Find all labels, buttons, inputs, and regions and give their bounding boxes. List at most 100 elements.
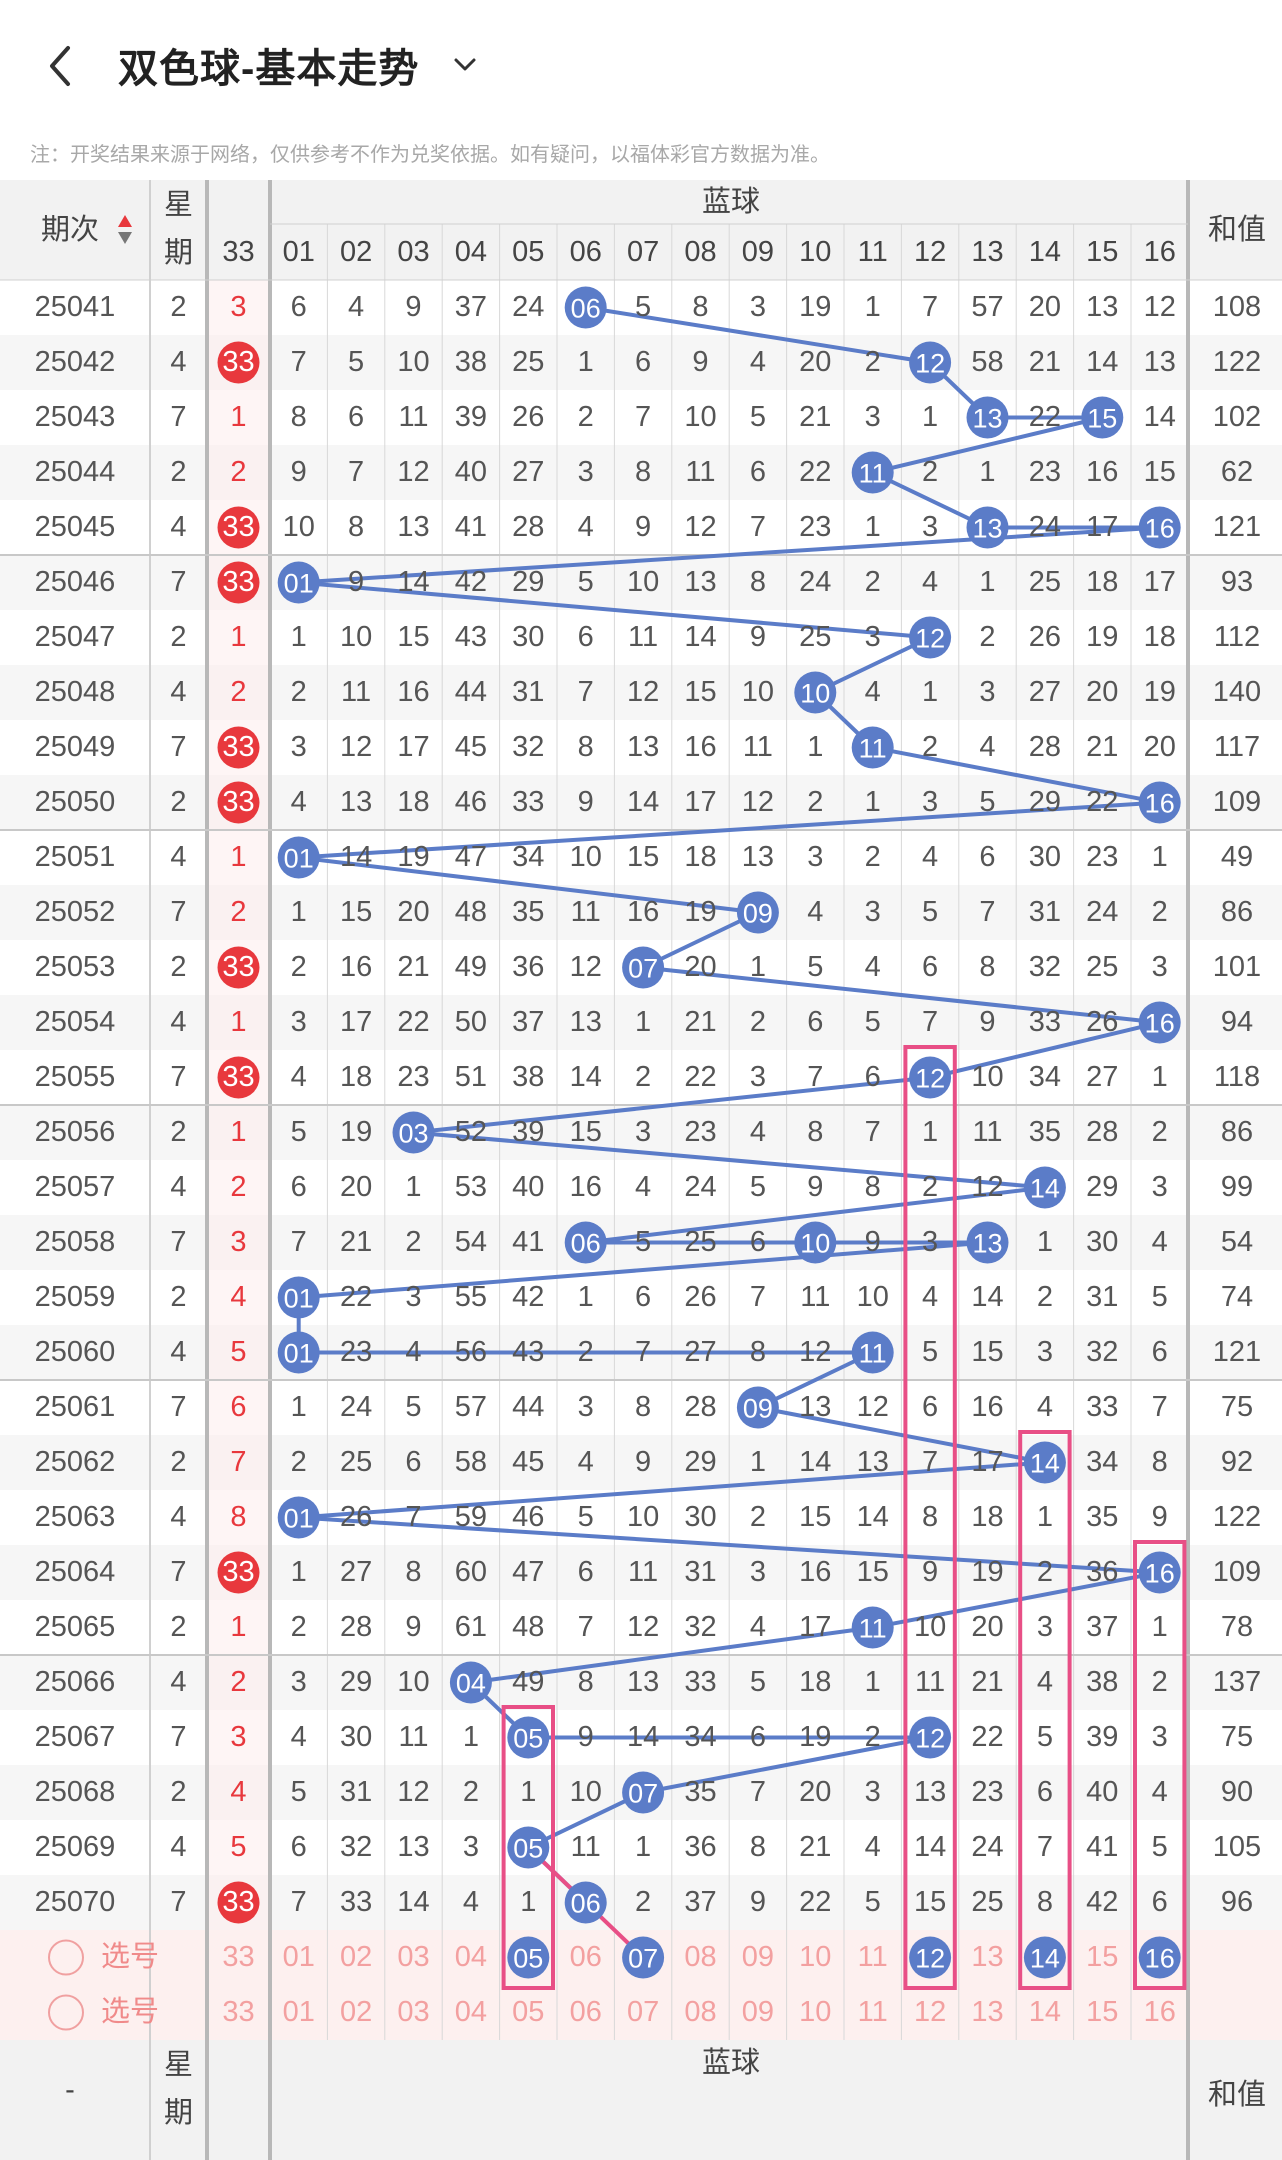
miss-value: 14	[684, 621, 717, 653]
miss-value: 11	[742, 731, 773, 763]
miss-value: 6	[749, 1226, 766, 1258]
pick-number[interactable]: 02	[339, 1996, 373, 2028]
pick-number[interactable]: 07	[626, 1996, 660, 2028]
sum-value: 137	[1212, 1666, 1262, 1698]
pick-label[interactable]: 选号	[100, 1996, 159, 2028]
issue-header[interactable]: 期次	[40, 214, 99, 246]
sum-value: 94	[1220, 1006, 1254, 1038]
number-col-header: 04	[454, 236, 488, 268]
pick-number[interactable]: 13	[971, 1941, 1004, 1973]
selected-blue-ball[interactable]	[1023, 1936, 1066, 1979]
miss-value: 2	[749, 1006, 766, 1038]
pick-number[interactable]: 13	[971, 1996, 1004, 2028]
pick-number[interactable]: 12	[913, 1996, 947, 2028]
miss-value: 4	[577, 1446, 594, 1478]
miss-value: 38	[454, 346, 488, 378]
selected-blue-ball[interactable]	[1138, 1936, 1181, 1979]
pick-number[interactable]: 06	[569, 1941, 602, 1973]
blue-group-header: 蓝球	[701, 186, 760, 218]
weekday-value: 4	[170, 1171, 187, 1203]
radio-circle-icon[interactable]	[48, 1994, 84, 2031]
trend-connector	[642, 965, 1160, 1025]
footer-blue-group-header: 蓝球	[701, 2047, 760, 2079]
pick-number[interactable]: 15	[1086, 1996, 1119, 2028]
miss-value: 4	[1151, 1776, 1168, 1808]
pick-number[interactable]: 03	[397, 1941, 430, 1973]
miss-value: 26	[1086, 1006, 1119, 1038]
chevron-left-icon[interactable]	[40, 40, 84, 92]
miss-value: 17	[1086, 511, 1119, 543]
pick-number[interactable]: 02	[339, 1941, 373, 1973]
pick-number[interactable]: 05	[512, 1996, 545, 2028]
skip-value: 2	[230, 676, 247, 708]
blue-ball	[794, 671, 837, 714]
miss-value: 17	[799, 1611, 832, 1643]
issue-number: 25062	[34, 1446, 116, 1478]
miss-value: 1	[290, 896, 307, 928]
selected-blue-ball[interactable]	[622, 1936, 665, 1979]
pick-number[interactable]: 01	[282, 1996, 315, 2028]
miss-value: 4	[462, 1886, 479, 1918]
pick-number[interactable]: 10	[799, 1941, 832, 1973]
miss-value: 8	[1151, 1446, 1168, 1478]
miss-value: 37	[512, 1006, 545, 1038]
issue-number: 25070	[34, 1886, 116, 1918]
miss-value: 41	[454, 511, 488, 543]
miss-value: 28	[684, 1391, 717, 1423]
blue-ball-number: 03	[398, 1119, 428, 1149]
miss-value: 28	[512, 511, 545, 543]
miss-value: 23	[1028, 456, 1062, 488]
pick-skip[interactable]: 33	[222, 1996, 255, 2028]
number-col-header: 09	[741, 236, 775, 268]
pick-number[interactable]: 04	[454, 1941, 488, 1973]
miss-value: 33	[1086, 1391, 1119, 1423]
pick-number[interactable]: 11	[857, 1996, 888, 2028]
miss-value: 12	[741, 786, 775, 818]
miss-value: 38	[1086, 1666, 1119, 1698]
pick-number[interactable]: 08	[684, 1996, 717, 2028]
miss-value: 2	[749, 1501, 766, 1533]
pick-number[interactable]: 14	[1028, 1996, 1062, 2028]
miss-value: 9	[405, 291, 422, 323]
miss-value: 5	[577, 566, 594, 598]
blue-ball-number: 13	[972, 514, 1002, 544]
miss-value: 20	[1143, 731, 1176, 763]
miss-value: 3	[290, 731, 307, 763]
miss-value: 4	[290, 1721, 307, 1753]
miss-value: 21	[397, 951, 430, 983]
pick-number[interactable]: 03	[397, 1996, 430, 2028]
page-title[interactable]: 双色球-基本走势	[118, 47, 420, 91]
selected-blue-ball[interactable]	[507, 1936, 550, 1979]
blue-ball	[564, 286, 607, 329]
miss-value: 20	[1028, 291, 1062, 323]
pick-label[interactable]: 选号	[100, 1941, 159, 1973]
miss-value: 8	[692, 291, 709, 323]
miss-value: 2	[290, 951, 307, 983]
chevron-down-icon[interactable]	[450, 50, 480, 80]
pick-number[interactable]: 16	[1143, 1996, 1176, 2028]
table-header-bg	[0, 180, 1282, 280]
pick-number[interactable]: 01	[282, 1941, 315, 1973]
sum-value: 102	[1212, 401, 1262, 433]
pick-number[interactable]: 08	[684, 1941, 717, 1973]
sort-up-down-icon[interactable]	[118, 215, 132, 244]
miss-value: 16	[626, 896, 660, 928]
pick-number[interactable]: 09	[741, 1996, 775, 2028]
miss-value: 31	[339, 1776, 373, 1808]
blue-ball-number: 11	[859, 1339, 887, 1369]
miss-value: 10	[913, 1611, 947, 1643]
weekday-value: 7	[170, 401, 187, 433]
pick-number[interactable]: 04	[454, 1996, 488, 2028]
miss-value: 3	[749, 1556, 766, 1588]
pick-skip[interactable]: 33	[222, 1941, 255, 1973]
pick-number[interactable]: 10	[799, 1996, 832, 2028]
selected-blue-ball[interactable]	[909, 1936, 952, 1979]
pick-number[interactable]: 09	[741, 1941, 775, 1973]
pick-number[interactable]: 06	[569, 1996, 602, 2028]
pick-number[interactable]: 11	[857, 1941, 888, 1973]
radio-circle-icon[interactable]	[48, 1939, 84, 1976]
blue-ball-number: 01	[284, 569, 314, 599]
pick-number[interactable]: 15	[1086, 1941, 1119, 1973]
app-header: 双色球-基本走势	[0, 0, 1282, 130]
blue-ball	[449, 1661, 492, 1704]
